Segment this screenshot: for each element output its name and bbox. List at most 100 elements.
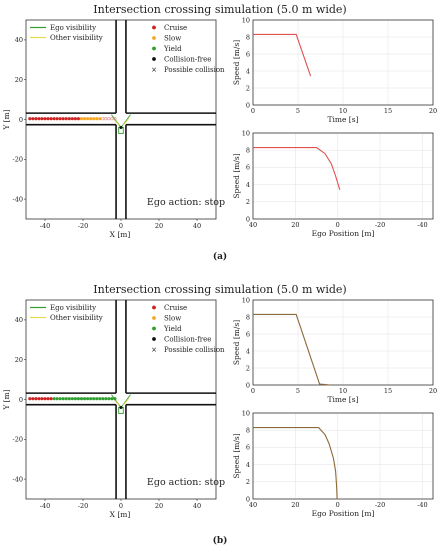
x-tick-label: 40: [193, 222, 201, 230]
x-tick-label: 0: [336, 221, 340, 229]
y-tick-label: 4: [246, 461, 250, 469]
trajectory-point: [61, 117, 65, 121]
x-tick-label: 15: [384, 387, 392, 395]
x-axis-label: Time [s]: [327, 395, 358, 404]
x-tick-label: 0: [119, 502, 123, 510]
legend-label: Ego visibility: [50, 304, 96, 312]
trajectory-point: [28, 397, 32, 401]
legend-marker: [152, 46, 156, 51]
trajectory-point: [107, 117, 111, 121]
plot-frame: [252, 19, 434, 106]
x-axis-label: Ego Position [m]: [312, 229, 375, 238]
x-tick-label: 5: [296, 107, 300, 115]
x-axis-label: X [m]: [110, 510, 131, 519]
trajectory-point: [86, 117, 90, 121]
x-tick-label: 15: [384, 107, 392, 115]
x-tick-label: 20: [155, 502, 163, 510]
y-tick-label: 4: [246, 347, 250, 355]
y-tick-label: 0: [19, 116, 23, 124]
y-tick-label: 10: [242, 129, 250, 137]
trajectory-point: [70, 397, 74, 401]
trajectory-point: [113, 397, 117, 401]
x-tick-label: 20: [155, 222, 163, 230]
x-tick-label: 40: [249, 501, 257, 509]
trajectory-point: [73, 117, 77, 121]
trajectory-point: [79, 397, 84, 401]
y-tick-label: 0: [19, 396, 23, 404]
x-tick-label: 40: [249, 221, 257, 229]
trajectory-point: [61, 397, 65, 401]
x-tick-label: -20: [78, 222, 88, 230]
other-visibility-line: [122, 398, 129, 406]
legend-label: Slow: [164, 35, 181, 43]
x-tick-label: 20: [429, 107, 437, 115]
y-tick-label: 2: [246, 364, 250, 372]
trajectory-point: [37, 397, 41, 401]
legend-label: Cruise: [164, 24, 187, 32]
trajectory-point: [86, 397, 90, 401]
trajectory-point: [49, 117, 53, 121]
trajectory-point: [89, 117, 93, 121]
legend-marker: [152, 305, 156, 310]
ego-visibility-line: [120, 394, 131, 408]
x-tick-label: 20: [291, 501, 299, 509]
trajectory-point: [58, 117, 62, 121]
legend-label: Slow: [164, 315, 181, 323]
trajectory-point: [64, 117, 68, 121]
trajectory-point: [104, 117, 108, 121]
y-tick-label: 2: [246, 198, 250, 206]
y-axis-label: Y [m]: [2, 389, 11, 410]
legend-marker: [152, 25, 156, 30]
y-axis-label: Speed [m/s]: [232, 433, 241, 478]
legend-marker: [152, 57, 156, 61]
trajectory-point: [76, 397, 80, 401]
legend-marker: [152, 326, 156, 331]
trajectory-point: [64, 397, 68, 401]
x-tick-label: 20: [291, 221, 299, 229]
y-tick-label: 4: [246, 67, 250, 75]
trajectory-point: [92, 117, 96, 121]
plot-frame: [252, 299, 434, 386]
trajectory-point: [67, 117, 71, 121]
x-tick-label: 40: [193, 502, 201, 510]
speed-series-line: [253, 33, 312, 77]
x-tick-label: -40: [40, 502, 50, 510]
trajectory-point: [40, 397, 44, 401]
y-tick-label: 6: [246, 444, 250, 452]
legend-label: Yield: [163, 45, 182, 53]
trajectory-point: [70, 117, 74, 121]
trajectory-point: [40, 117, 44, 121]
trajectory-point: [104, 397, 108, 401]
y-tick-label: -40: [13, 195, 23, 203]
trajectory-point: [89, 397, 93, 401]
trajectory-point: [101, 397, 105, 401]
ego-visibility-line: [120, 114, 131, 128]
x-tick-label: 5: [296, 387, 300, 395]
figure-title: Intersection crossing simulation (5.0 m …: [93, 283, 346, 296]
trajectory-point: [55, 397, 59, 401]
subfigure-caption: (b): [213, 535, 228, 546]
x-tick-label: 0: [119, 222, 123, 230]
y-axis-label: Speed [m/s]: [232, 40, 241, 85]
y-tick-label: -20: [13, 436, 23, 444]
speed-series-line: [253, 427, 338, 500]
legend-label: Ego visibility: [50, 24, 96, 32]
x-tick-label: 0: [251, 387, 255, 395]
ego-marker: [119, 125, 123, 129]
legend-label: Collision-free: [164, 336, 211, 344]
ego-visibility-line: [111, 114, 122, 128]
trajectory-point: [76, 117, 80, 121]
trajectory-point: [43, 117, 47, 121]
trajectory-point: [92, 397, 96, 401]
trajectory-point: [98, 397, 102, 401]
legend-label: Other visibility: [50, 314, 103, 322]
ego-action-label: Ego action: stop: [147, 477, 225, 488]
y-tick-label: 0: [246, 101, 250, 109]
trajectory-point: [43, 397, 47, 401]
x-tick-label: -40: [417, 501, 427, 509]
y-tick-label: 10: [242, 296, 250, 304]
legend-label: Collision-free: [164, 56, 211, 64]
trajectory-point: [82, 397, 87, 401]
legend-marker: [152, 337, 156, 341]
ego-action-label: Ego action: stop: [147, 197, 225, 208]
